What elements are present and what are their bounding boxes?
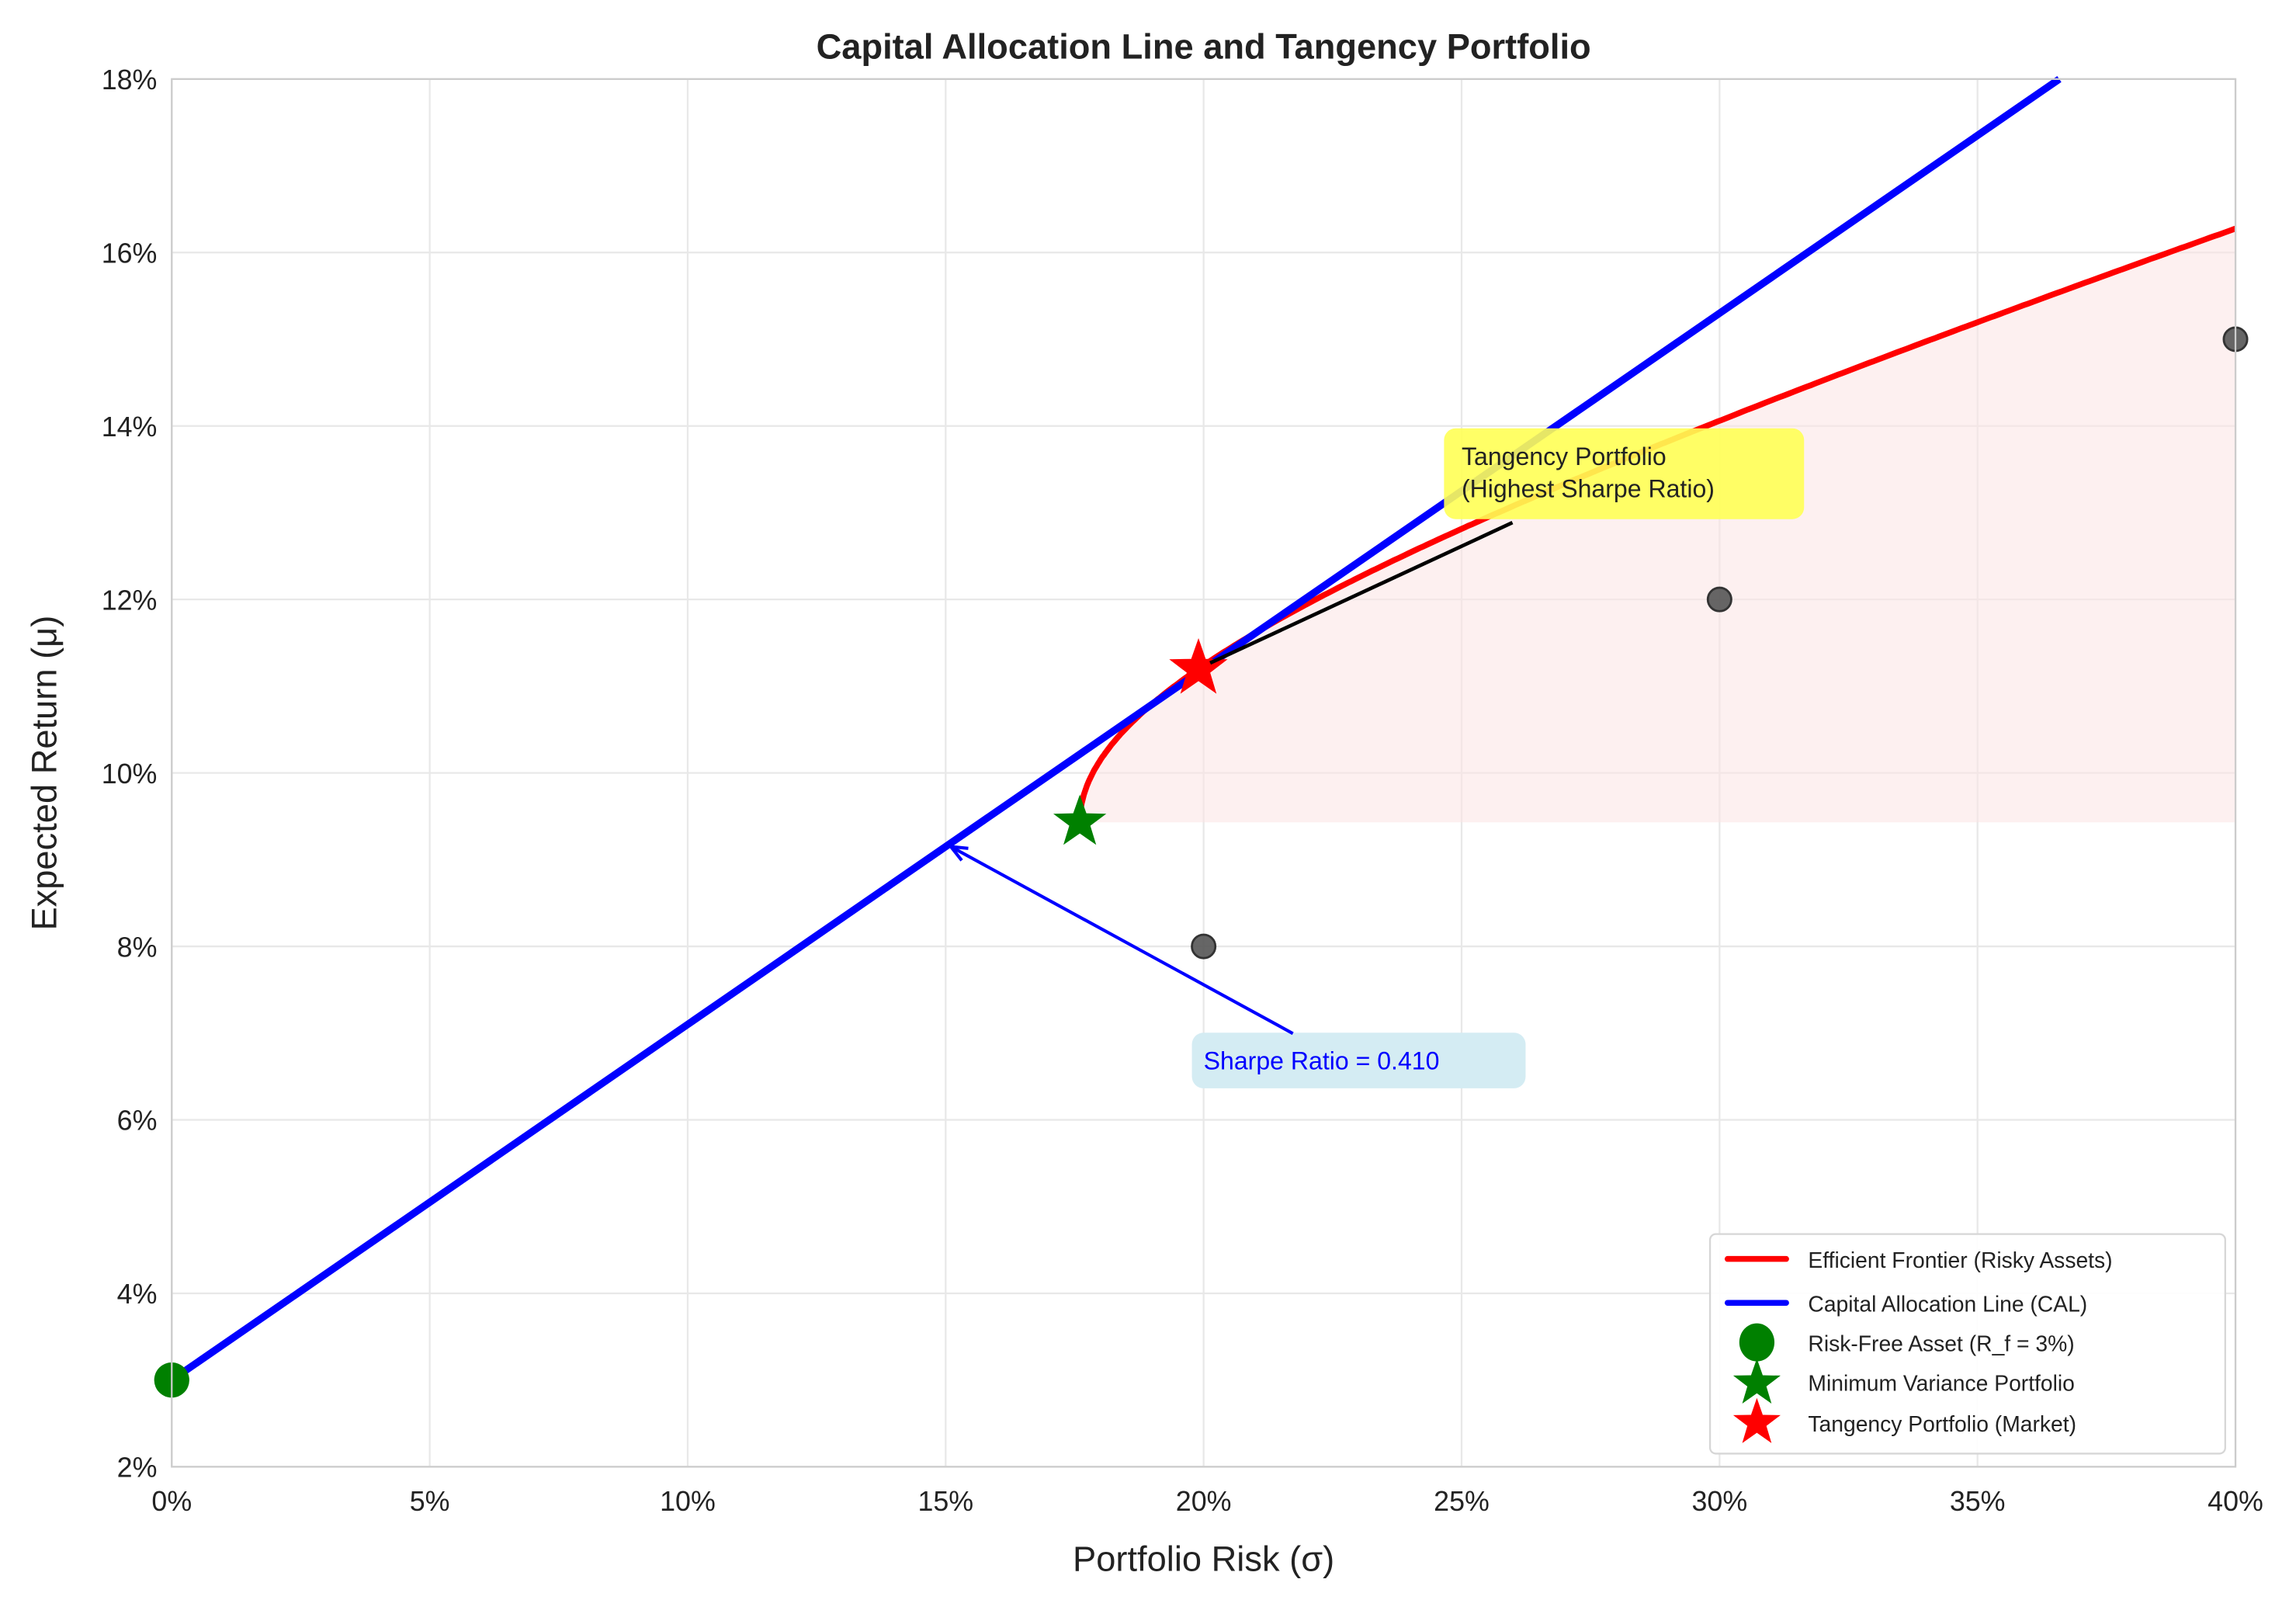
x-axis-label: Portfolio Risk (σ) — [1073, 1539, 1334, 1578]
x-tick-label: 40% — [2208, 1486, 2263, 1517]
tangency-annotation-line1: Tangency Portfolio — [1462, 443, 1667, 470]
legend-label-frontier: Efficient Frontier (Risky Assets) — [1808, 1248, 2112, 1272]
legend: Efficient Frontier (Risky Assets) Capita… — [1708, 1233, 2226, 1455]
x-tick-label: 30% — [1691, 1486, 1747, 1517]
chart-title: Capital Allocation Line and Tangency Por… — [817, 26, 1591, 66]
y-tick-label: 12% — [102, 585, 158, 616]
legend-frame — [1708, 1233, 2226, 1455]
sharpe-annotation-box — [1191, 1033, 1526, 1088]
y-tick-label: 18% — [102, 64, 158, 95]
x-tick-label: 35% — [1950, 1486, 2006, 1517]
tangency-annotation: Tangency Portfolio (Highest Sharpe Ratio… — [1209, 428, 1805, 665]
feasible-region — [1080, 228, 2236, 823]
sharpe-annotation-arrowhead — [947, 845, 969, 862]
legend-label-riskfree: Risk-Free Asset (R_f = 3%) — [1808, 1331, 2074, 1355]
legend-label-tangency: Tangency Portfolio (Market) — [1808, 1411, 2076, 1436]
tangency-annotation-line2: (Highest Sharpe Ratio) — [1462, 474, 1715, 502]
y-tick-label: 4% — [117, 1279, 158, 1310]
y-tick-label: 14% — [102, 411, 158, 443]
legend-swatch-minvar-star-icon — [1732, 1358, 1781, 1404]
x-tick-label: 5% — [410, 1486, 450, 1517]
sharpe-annotation-arrow — [949, 845, 1294, 1036]
tangency-annotation-box — [1444, 428, 1805, 519]
tangency-star — [1169, 637, 1228, 694]
annotations: Tangency Portfolio (Highest Sharpe Ratio… — [947, 428, 1805, 1088]
x-tick-label: 20% — [1176, 1486, 1232, 1517]
cal-line — [169, 75, 2062, 1383]
legend-label-minvar: Minimum Variance Portfolio — [1808, 1370, 2074, 1395]
asset-point — [1706, 586, 1732, 613]
y-tick-label: 8% — [117, 932, 158, 963]
legend-swatch-tangency-star-icon — [1732, 1397, 1781, 1443]
legend-swatch-riskfree — [1739, 1323, 1775, 1362]
min-variance-star — [1053, 794, 1107, 845]
y-tick-label: 16% — [102, 238, 158, 269]
x-tick-label: 10% — [660, 1486, 716, 1517]
x-tick-label: 25% — [1434, 1486, 1490, 1517]
y-axis-label: Expected Return (μ) — [24, 616, 64, 931]
sharpe-annotation-text: Sharpe Ratio = 0.410 — [1204, 1046, 1440, 1074]
tangency-annotation-arrow — [1209, 521, 1514, 665]
y-tick-label: 2% — [117, 1452, 158, 1484]
ticks: 0% 5% 10% 15% 20% 25% 30% 35% 40% 2% 4% 6% 8% 10% 12% 1… — [102, 64, 2263, 1517]
y-tick-label: 10% — [102, 758, 158, 790]
asset-point — [1191, 933, 1217, 960]
x-tick-label: 15% — [917, 1486, 973, 1517]
legend-label-cal: Capital Allocation Line (CAL) — [1808, 1292, 2087, 1317]
sharpe-annotation: Sharpe Ratio = 0.410 — [947, 845, 1526, 1088]
x-tick-label: 0% — [151, 1486, 192, 1517]
marks — [154, 75, 2249, 1398]
plot-frame — [171, 78, 2237, 1468]
y-tick-label: 6% — [117, 1105, 158, 1137]
